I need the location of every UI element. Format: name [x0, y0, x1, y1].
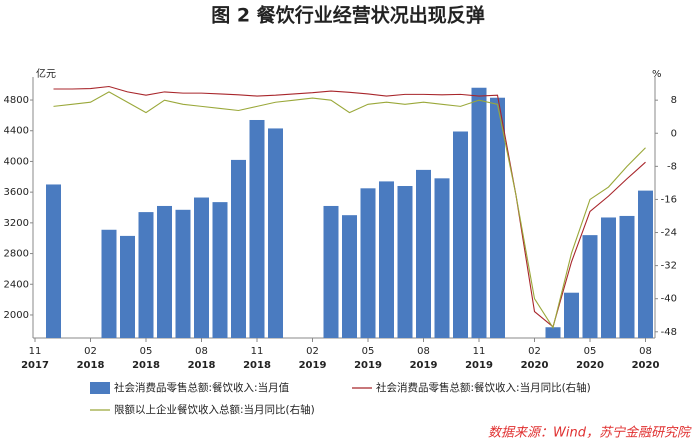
y-tick-label: 3600 — [4, 187, 29, 198]
legend-label: 社会消费品零售总额:餐饮收入:当月同比(右轴) — [376, 381, 591, 394]
bar — [46, 184, 61, 338]
x-year-label: 2018 — [77, 360, 105, 371]
bar — [638, 190, 653, 338]
bar — [360, 188, 376, 338]
x-tick-label: 08 — [195, 346, 208, 357]
x-year-label: 2019 — [354, 360, 382, 371]
bar — [212, 202, 228, 338]
x-year-label: 2019 — [299, 360, 327, 371]
y2-unit: % — [652, 69, 662, 80]
y2-tick-label: 8 — [671, 95, 677, 106]
bar — [564, 292, 579, 338]
x-tick-label: 11 — [473, 346, 486, 357]
x-year-label: 2019 — [465, 360, 493, 371]
y2-tick-label: -8 — [667, 161, 677, 172]
bar — [157, 205, 172, 338]
line — [53, 85, 646, 328]
x-tick-label: 05 — [362, 346, 375, 357]
x-tick-label: 02 — [306, 346, 319, 357]
bar — [471, 87, 487, 338]
y-tick-label: 2000 — [4, 310, 29, 321]
chart-title: 图 2 餐饮行业经营状况出现反弹 — [211, 4, 484, 27]
bar — [194, 197, 209, 338]
bar — [268, 128, 283, 338]
bar — [490, 97, 505, 338]
y-tick-label: 4800 — [4, 95, 29, 106]
legend-swatch — [90, 382, 110, 394]
line — [53, 91, 646, 330]
bar — [379, 181, 394, 338]
x-year-label: 2020 — [576, 360, 604, 371]
bar — [453, 131, 468, 338]
x-tick-label: 08 — [639, 346, 652, 357]
y-tick-label: 2400 — [4, 279, 29, 290]
y2-tick-label: -32 — [661, 261, 677, 272]
bar — [545, 327, 561, 338]
y-tick-label: 2800 — [4, 249, 29, 260]
x-year-label: 2020 — [632, 360, 660, 371]
bar — [175, 209, 191, 338]
x-year-label: 2018 — [188, 360, 216, 371]
x-tick-label: 11 — [251, 346, 264, 357]
bar — [101, 229, 117, 338]
x-tick-label: 05 — [584, 346, 597, 357]
y-tick-label: 3200 — [4, 218, 29, 229]
source-note: 数据来源：Wind，苏宁金融研究院 — [488, 425, 692, 441]
bar — [138, 212, 154, 338]
legend-label: 限额以上企业餐饮收入总额:当月同比(右轴) — [114, 403, 315, 416]
bar — [323, 205, 339, 338]
bar — [601, 217, 616, 338]
y2-tick-label: 0 — [671, 128, 677, 139]
bar — [582, 235, 598, 338]
y2-tick-label: -16 — [661, 194, 677, 205]
x-year-label: 2017 — [21, 360, 49, 371]
x-tick-label: 02 — [84, 346, 97, 357]
y2-tick-label: -24 — [661, 228, 677, 239]
x-year-label: 2018 — [243, 360, 271, 371]
y2-tick-label: -48 — [661, 327, 677, 338]
bar — [249, 119, 265, 338]
y-unit: 亿元 — [36, 67, 56, 80]
bar — [231, 159, 246, 338]
x-year-label: 2020 — [521, 360, 549, 371]
bar — [619, 215, 635, 338]
y-tick-label: 4400 — [4, 126, 29, 137]
x-tick-label: 08 — [417, 346, 430, 357]
bar — [434, 178, 450, 338]
bar — [120, 235, 135, 338]
x-tick-label: 02 — [528, 346, 541, 357]
x-year-label: 2019 — [410, 360, 438, 371]
bar — [416, 169, 431, 338]
x-tick-label: 05 — [140, 346, 153, 357]
x-tick-label: 11 — [29, 346, 42, 357]
y2-tick-label: -40 — [661, 294, 677, 305]
y-tick-label: 4000 — [4, 156, 29, 167]
x-year-label: 2018 — [132, 360, 160, 371]
bar — [342, 215, 357, 338]
bar — [397, 186, 413, 338]
legend-label: 社会消费品零售总额:餐饮收入:当月值 — [114, 381, 290, 394]
